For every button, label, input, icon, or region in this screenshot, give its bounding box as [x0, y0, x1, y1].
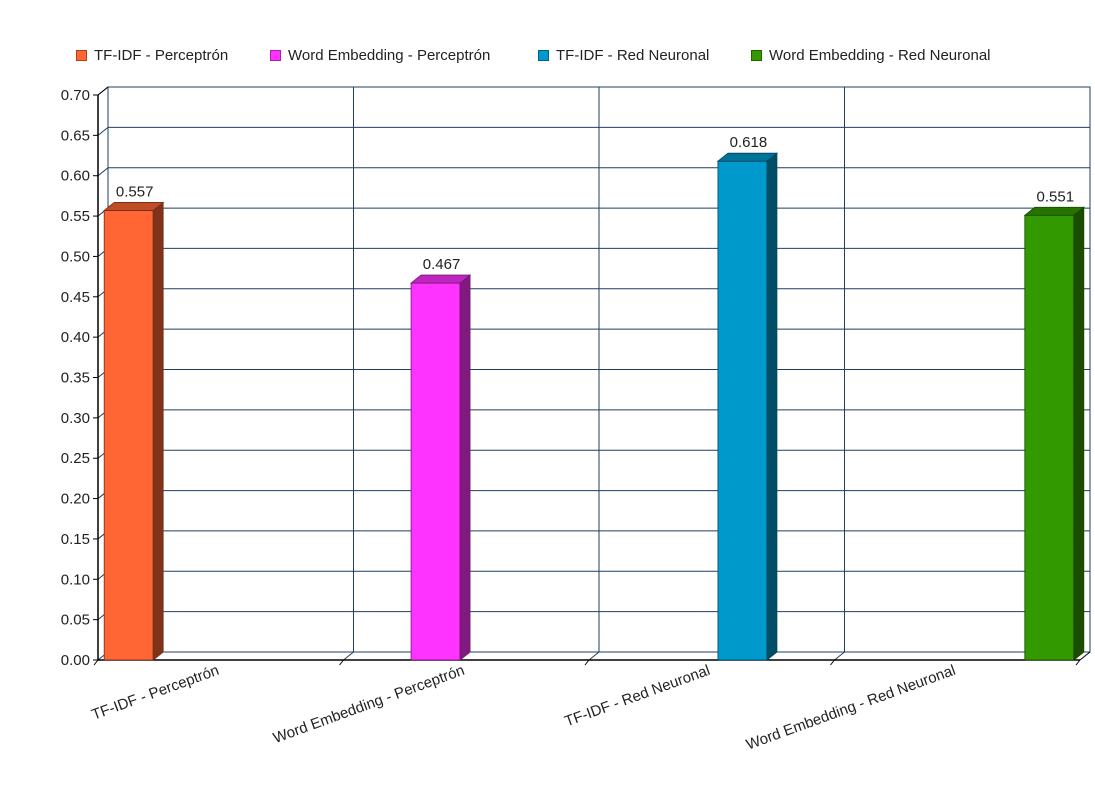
x-tick-mark: [830, 659, 835, 666]
gridline-depth: [97, 126, 109, 136]
bar-tf-idf-perceptron-top: [103, 202, 165, 211]
y-axis-depth: [97, 86, 109, 96]
legend-swatch-tfidf-perceptron: [76, 50, 87, 61]
bar-word-embedding-red-neuronal-top: [1023, 206, 1085, 216]
gridline-floor: [834, 651, 845, 661]
legend-item-tfidf-perceptron: TF-IDF - Perceptrón: [76, 47, 228, 64]
legend-swatch-word-embedding-perceptron: [270, 50, 281, 61]
bar-word-embedding-red-neuronal: [1023, 206, 1085, 661]
x-tick-label-word-embedding-red-neuronal: Word Embedding - Red Neuronal: [744, 662, 958, 754]
y-tick-label: 0.35: [61, 370, 90, 387]
y-tick-label: 0.45: [61, 289, 90, 306]
data-label-tf-idf-red-neuronal: 0.618: [730, 134, 768, 151]
bar-word-embedding-perceptron: [409, 274, 472, 661]
data-label-word-embedding-red-neuronal: 0.551: [1037, 188, 1075, 205]
y-tick-label: 0.65: [61, 127, 90, 144]
bar-tf-idf-perceptron-front: [103, 210, 154, 661]
y-tick-label: 0.55: [61, 208, 90, 225]
bar-word-embedding-perceptron-side: [459, 274, 471, 661]
data-label-word-embedding-perceptron: 0.467: [423, 256, 461, 273]
gridline-floor: [588, 651, 600, 661]
bar-word-embedding-red-neuronal-front: [1024, 214, 1075, 661]
bar-tf-idf-perceptron: [103, 201, 165, 661]
legend-item-word-embedding-red-neuronal: Word Embedding - Red Neuronal: [751, 47, 991, 64]
y-tick-label: 0.70: [61, 87, 90, 104]
data-label-tf-idf-perceptron: 0.557: [116, 183, 154, 200]
y-tick-label: 0.05: [61, 612, 90, 629]
legend-label-tfidf-red-neuronal: TF-IDF - Red Neuronal: [556, 47, 710, 64]
x-tick-label-tf-idf-red-neuronal: TF-IDF - Red Neuronal: [562, 662, 712, 730]
y-tick-label: 0.40: [61, 329, 90, 346]
bar-word-embedding-red-neuronal-side: [1073, 206, 1085, 661]
bar-tf-idf-perceptron-side: [152, 201, 164, 661]
x-tick-label-word-embedding-perceptron: Word Embedding - Perceptrón: [271, 662, 467, 747]
legend-swatch-tfidf-red-neuronal: [538, 50, 549, 61]
bar-tf-idf-red-neuronal-side: [766, 152, 778, 661]
bar-tf-idf-red-neuronal-front: [717, 160, 768, 661]
bar-tf-idf-red-neuronal-top: [716, 152, 779, 162]
legend-label-tfidf-perceptron: TF-IDF - Perceptrón: [94, 47, 229, 64]
x-tick-mark: [339, 659, 344, 666]
y-tick-label: 0.30: [61, 410, 90, 427]
bar-word-embedding-perceptron-front: [410, 282, 461, 661]
y-tick-label: 0.50: [61, 248, 90, 265]
bar-word-embedding-perceptron-top: [409, 274, 472, 284]
y-tick-label: 0.60: [61, 168, 90, 185]
y-tick-label: 0.10: [61, 571, 90, 588]
y-tick-label: 0.15: [61, 531, 90, 548]
gridline-depth: [97, 167, 109, 177]
x-axis-depth: [1079, 651, 1091, 661]
legend-swatch-word-embedding-red-neuronal: [751, 50, 762, 61]
x-tick-mark: [1075, 659, 1081, 666]
y-tick-label: 0.20: [61, 491, 90, 508]
legend-label-word-embedding-perceptron: Word Embedding - Perceptrón: [288, 47, 491, 64]
legend-label-word-embedding-red-neuronal: Word Embedding - Red Neuronal: [769, 47, 991, 64]
x-tick-mark: [93, 659, 99, 666]
y-tick-label: 0.25: [61, 450, 90, 467]
x-tick-label-tf-idf-perceptron: TF-IDF - Perceptrón: [89, 662, 221, 724]
legend-item-word-embedding-perceptron: Word Embedding - Perceptrón: [270, 47, 490, 64]
bar-tf-idf-red-neuronal: [716, 152, 779, 661]
x-tick-mark: [584, 659, 590, 666]
gridline-floor: [343, 651, 354, 661]
y-tick-label: 0.00: [61, 652, 90, 669]
legend-item-tfidf-red-neuronal: TF-IDF - Red Neuronal: [538, 47, 709, 64]
